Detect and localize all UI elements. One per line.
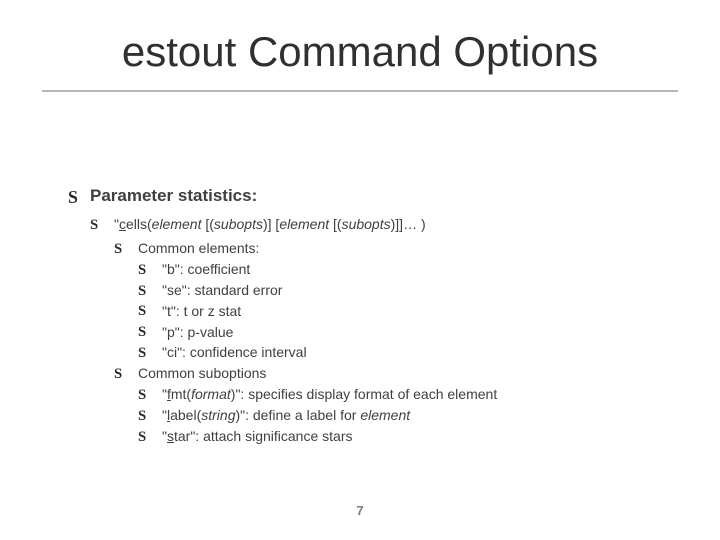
item-cells-syntax: S "cells(element [(subopts)] [element [(… bbox=[90, 215, 668, 234]
text: "p": p-value bbox=[162, 324, 233, 340]
bullet-icon: S bbox=[138, 302, 146, 322]
item-common-elements: S Common elements: bbox=[114, 239, 668, 258]
bullet-icon: S bbox=[138, 407, 146, 427]
item-label: S "label(string)": define a label for el… bbox=[138, 406, 668, 425]
bullet-icon: S bbox=[90, 216, 98, 236]
text: "label(string)": define a label for elem… bbox=[162, 407, 410, 423]
item-fmt: S "fmt(format)": specifies display forma… bbox=[138, 385, 668, 404]
item-common-suboptions: S Common suboptions bbox=[114, 364, 668, 383]
bullet-icon: S bbox=[138, 261, 146, 281]
item-parameter-statistics: S Parameter statistics: bbox=[68, 185, 668, 207]
text: "se": standard error bbox=[162, 282, 282, 298]
text: "star": attach significance stars bbox=[162, 428, 352, 444]
item-t: S "t": t or z stat bbox=[138, 302, 668, 321]
bullet-icon: S bbox=[114, 240, 122, 260]
text: "t": t or z stat bbox=[162, 303, 241, 319]
bullet-icon: S bbox=[138, 386, 146, 406]
page-number: 7 bbox=[0, 503, 720, 518]
text: "ci": confidence interval bbox=[162, 344, 307, 360]
bullet-icon: S bbox=[114, 365, 122, 385]
bullet-icon: S bbox=[138, 344, 146, 364]
item-star: S "star": attach significance stars bbox=[138, 427, 668, 446]
slide-content: S Parameter statistics: S "cells(element… bbox=[68, 185, 668, 448]
text: Common suboptions bbox=[138, 365, 266, 381]
item-p: S "p": p-value bbox=[138, 323, 668, 342]
item-b: S "b": coefficient bbox=[138, 260, 668, 279]
text: "fmt(format)": specifies display format … bbox=[162, 386, 497, 402]
bullet-icon: S bbox=[68, 186, 78, 209]
text: Parameter statistics: bbox=[90, 186, 257, 205]
slide: estout Command Options S Parameter stati… bbox=[0, 0, 720, 540]
text: Common elements: bbox=[138, 240, 259, 256]
slide-title: estout Command Options bbox=[0, 28, 720, 76]
text: "b": coefficient bbox=[162, 261, 250, 277]
item-se: S "se": standard error bbox=[138, 281, 668, 300]
item-ci: S "ci": confidence interval bbox=[138, 343, 668, 362]
bullet-icon: S bbox=[138, 428, 146, 448]
bullet-icon: S bbox=[138, 282, 146, 302]
title-underline bbox=[42, 90, 678, 92]
bullet-icon: S bbox=[138, 323, 146, 343]
text: "cells(element [(subopts)] [element [(su… bbox=[114, 216, 426, 232]
